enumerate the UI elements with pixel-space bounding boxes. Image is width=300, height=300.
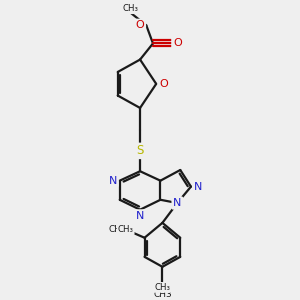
- Text: O: O: [159, 79, 168, 89]
- Text: CH₃: CH₃: [122, 4, 138, 13]
- Text: CH3: CH3: [153, 290, 172, 299]
- Text: O: O: [136, 20, 144, 30]
- Text: CH₃: CH₃: [118, 225, 134, 234]
- Text: N: N: [136, 211, 144, 221]
- Text: N: N: [194, 182, 202, 192]
- Text: CH3: CH3: [108, 225, 127, 234]
- Text: N: N: [109, 176, 117, 186]
- Text: N: N: [173, 198, 182, 208]
- Text: S: S: [136, 144, 144, 158]
- Text: CH₃: CH₃: [154, 283, 170, 292]
- Text: O: O: [173, 38, 182, 48]
